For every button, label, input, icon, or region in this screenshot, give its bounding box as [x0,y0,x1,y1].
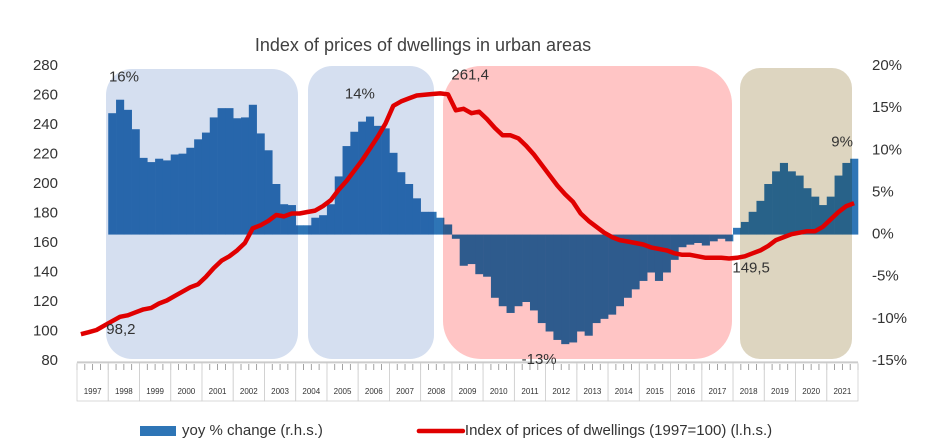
bar [733,227,742,235]
y-tick-label: 140 [33,263,58,280]
legend-swatch [140,426,176,436]
data-label: 149,5 [732,259,770,276]
y2-tick-label: 15% [872,99,902,116]
y-tick-label: 220 [33,145,58,162]
x-tick-label: 2008 [427,387,445,396]
x-tick-label: 2000 [177,387,195,396]
x-tick-label: 1997 [84,387,102,396]
y-tick-label: 260 [33,86,58,103]
x-tick-label: 2019 [771,387,789,396]
y2-tick-label: -5% [872,268,899,285]
chart-title: Index of prices of dwellings in urban ar… [255,35,591,55]
y2-tick-label: 5% [872,183,894,200]
x-tick-label: 2002 [240,387,258,396]
period-box [106,69,298,359]
data-label: 14% [345,86,375,103]
x-tick-label: 2012 [552,387,570,396]
data-label: 98,2 [106,321,135,338]
x-tick-label: 2013 [584,387,602,396]
x-tick-label: 1999 [146,387,164,396]
data-label: 261,4 [451,66,489,83]
period-box [308,66,434,359]
y-tick-label: 120 [33,293,58,310]
y-tick-label: 100 [33,322,58,339]
y-tick-label: 80 [41,352,58,369]
bar [850,158,859,235]
y-tick-label: 180 [33,204,58,221]
legend-label: Index of prices of dwellings (1997=100) … [465,422,772,439]
x-tick-label: 2001 [209,387,227,396]
x-tick-label: 2007 [396,387,414,396]
x-tick-label: 2014 [615,387,633,396]
data-label: 16% [109,69,139,86]
x-tick-label: 2010 [490,387,508,396]
y2-tick-label: 0% [872,226,894,243]
bar [303,225,312,235]
bar [436,217,445,235]
x-tick-label: 2009 [459,387,477,396]
x-tick-label: 2018 [740,387,758,396]
period-box [443,66,732,359]
x-tick-label: 1998 [115,387,133,396]
x-tick-label: 2011 [521,387,539,396]
x-tick-label: 2015 [646,387,664,396]
y-tick-label: 200 [33,175,58,192]
data-label: -13% [522,351,557,368]
x-tick-label: 2021 [833,387,851,396]
x-tick-label: 2017 [709,387,727,396]
x-tick-label: 2016 [677,387,695,396]
x-tick-label: 2004 [302,387,320,396]
y2-tick-label: -15% [872,352,907,369]
y-tick-label: 280 [33,57,58,74]
x-tick-label: 2005 [334,387,352,396]
x-tick-label: 2020 [802,387,820,396]
bar [295,225,304,235]
y2-tick-label: 20% [872,57,902,74]
x-tick-label: 2003 [271,387,289,396]
x-tick-label: 2006 [365,387,383,396]
y2-tick-label: -10% [872,310,907,327]
data-label: 9% [831,134,853,151]
period-box [740,68,852,359]
legend-label: yoy % change (r.h.s.) [182,422,323,439]
top-layer: 80 100 120 140 160 180 200 220 240 260 280 -15% -10%… [33,57,907,439]
period-shading [106,66,852,359]
y2-tick-label: 10% [872,141,902,158]
y-tick-label: 160 [33,234,58,251]
line [80,91,855,337]
y-tick-label: 240 [33,116,58,133]
year-box [826,362,859,402]
